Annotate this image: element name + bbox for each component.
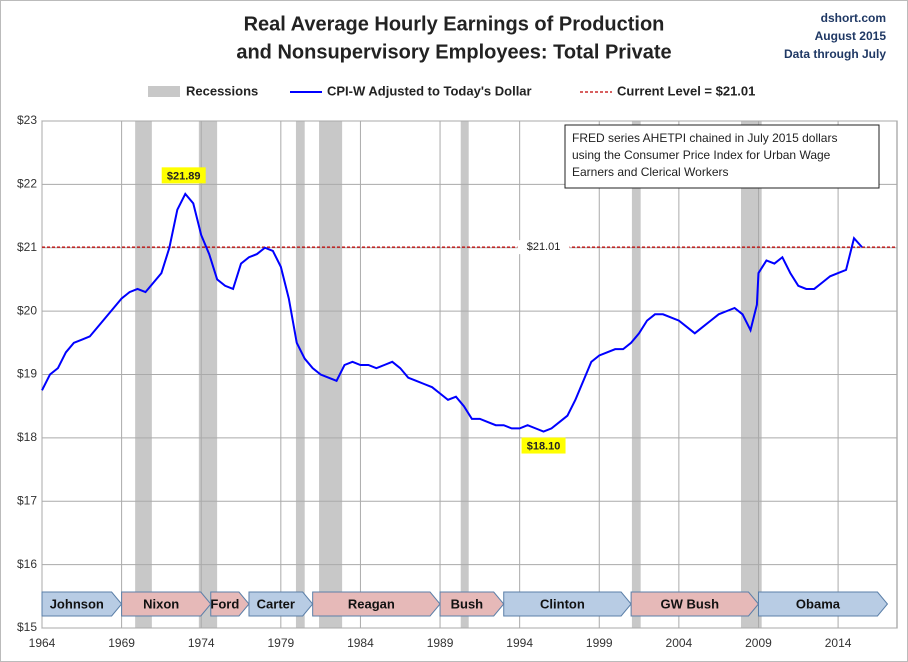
president-term — [439, 591, 505, 617]
annotation: $18.10 — [527, 440, 561, 452]
president-term — [210, 591, 250, 617]
y-tick-label: $15 — [17, 620, 37, 634]
legend-label: CPI-W Adjusted to Today's Dollar — [327, 83, 532, 98]
note-text: using the Consumer Price Index for Urban… — [572, 148, 831, 162]
annotation: $21.89 — [167, 170, 201, 182]
president-name: Nixon — [143, 596, 179, 611]
president-term — [248, 591, 314, 617]
note-text: Earners and Clerical Workers — [572, 165, 729, 179]
x-tick-label: 1999 — [586, 636, 613, 650]
president-name: Carter — [257, 596, 295, 611]
president-name: GW Bush — [661, 596, 720, 611]
president-name: Obama — [796, 596, 841, 611]
x-tick-label: 1974 — [188, 636, 215, 650]
x-tick-label: 1964 — [29, 636, 56, 650]
source: dshort.com — [821, 11, 886, 25]
x-tick-label: 2009 — [745, 636, 772, 650]
x-tick-label: 1984 — [347, 636, 374, 650]
chart-title: and Nonsupervisory Employees: Total Priv… — [236, 41, 671, 63]
data-line — [41, 192, 863, 433]
chart-title: Real Average Hourly Earnings of Producti… — [244, 13, 665, 35]
y-tick-label: $17 — [17, 493, 37, 507]
x-tick-label: 1979 — [267, 636, 294, 650]
x-tick-label: 2014 — [825, 636, 852, 650]
president-term — [121, 591, 212, 617]
source: Data through July — [784, 47, 886, 61]
source: August 2015 — [815, 29, 887, 43]
annotation-bg — [161, 167, 206, 184]
x-tick-label: 1969 — [108, 636, 135, 650]
president-term — [630, 591, 760, 617]
president-name: Johnson — [50, 596, 104, 611]
y-tick-label: $16 — [17, 557, 37, 571]
president-name: Reagan — [348, 596, 395, 611]
legend-swatch — [148, 86, 180, 97]
president-term — [312, 591, 441, 617]
reference-label: $21.01 — [527, 241, 561, 253]
y-tick-label: $18 — [17, 430, 37, 444]
y-tick-label: $23 — [17, 113, 37, 127]
reference-label-bg — [517, 240, 570, 255]
legend-label: Current Level = $21.01 — [617, 83, 755, 98]
president-term — [41, 591, 123, 617]
y-tick-label: $20 — [17, 303, 37, 317]
note-text: FRED series AHETPI chained in July 2015 … — [572, 131, 837, 145]
x-tick-label: 1994 — [506, 636, 533, 650]
president-term — [757, 591, 889, 617]
annotation-bg — [521, 437, 566, 454]
president-name: Ford — [210, 596, 239, 611]
y-tick-label: $21 — [17, 240, 37, 254]
x-tick-label: 2004 — [666, 636, 693, 650]
y-tick-label: $19 — [17, 367, 37, 381]
president-name: Clinton — [540, 596, 585, 611]
legend-label: Recessions — [186, 83, 258, 98]
x-tick-label: 1989 — [427, 636, 454, 650]
president-name: Bush — [451, 596, 484, 611]
president-term — [503, 591, 632, 617]
y-tick-label: $22 — [17, 177, 37, 191]
note-box — [564, 124, 880, 189]
